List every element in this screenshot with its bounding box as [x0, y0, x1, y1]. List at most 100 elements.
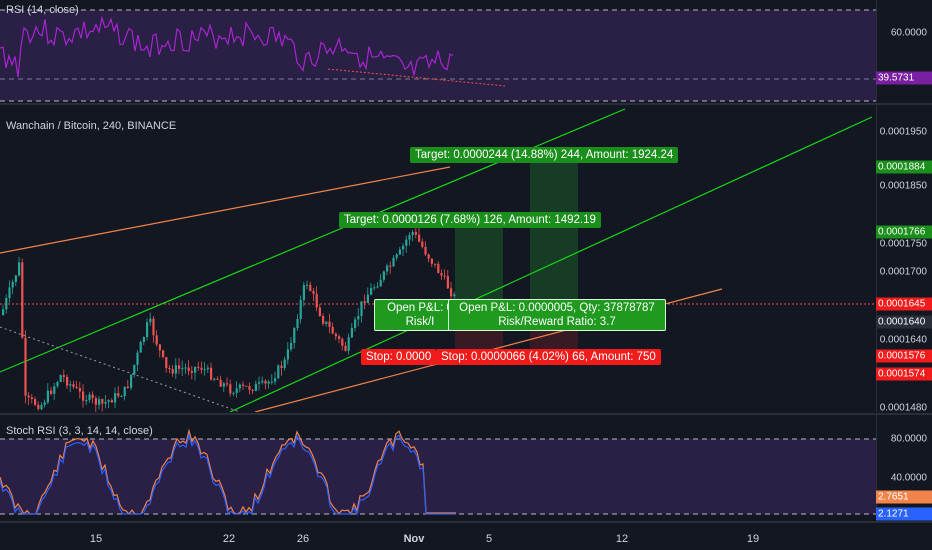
candle-body: [117, 393, 120, 397]
candle-body: [354, 319, 357, 328]
target-label-small[interactable]: Target: 0.0000126 (7.68%) 126, Amount: 1…: [339, 212, 601, 228]
pane-separator[interactable]: [0, 103, 932, 105]
candle-body: [149, 318, 152, 323]
candle-body: [206, 367, 209, 370]
candle-body: [98, 399, 101, 405]
main-price-axis[interactable]: 0.0001950 0.0001850 0.0001750 0.0001700 …: [876, 105, 932, 412]
candle-body: [50, 390, 53, 394]
price-badge-entry: 0.0001640: [876, 315, 932, 329]
candle-body: [379, 279, 382, 287]
price-axis-label: 0.0001750: [879, 238, 927, 250]
candle-body: [402, 245, 405, 250]
candle-body: [200, 367, 203, 370]
candle-body: [219, 379, 222, 387]
candle-body: [382, 271, 385, 280]
stop-label-large[interactable]: Stop: 0.0000066 (4.02%) 66, Amount: 750: [436, 349, 661, 365]
target-label-large[interactable]: Target: 0.0000244 (14.88%) 244, Amount: …: [410, 147, 679, 163]
pnl-large-line2: Risk/Reward Ratio: 3.7: [498, 316, 616, 328]
candle-body: [360, 301, 363, 316]
pnl-large-line1: Open P&L: 0.0000005, Qty: 37878787: [459, 302, 655, 314]
time-label: 15: [89, 533, 103, 545]
candle-body: [101, 399, 104, 404]
candle-body: [75, 386, 78, 388]
candle-body: [187, 367, 190, 371]
candle-body: [226, 383, 229, 385]
candle-body: [248, 386, 251, 390]
candle-body: [392, 257, 395, 267]
candle-body: [440, 273, 443, 276]
price-badge-target-high: 0.0001884: [876, 160, 932, 174]
candle-body: [184, 367, 187, 369]
candle-body: [277, 365, 280, 379]
candle-body: [254, 383, 257, 391]
time-label: 19: [746, 533, 760, 545]
time-label: 26: [296, 533, 310, 545]
price-axis-label: 0.0001640: [879, 334, 927, 346]
candle-body: [43, 402, 46, 405]
candle-body: [299, 299, 302, 320]
candle-body: [123, 386, 126, 397]
candle-body: [91, 394, 94, 398]
candle-body: [418, 234, 421, 242]
candle-body: [344, 345, 347, 351]
candle-body: [69, 384, 72, 386]
stoch-axis-label: 80.0000: [890, 433, 927, 445]
price-badge-current: 0.0001645: [876, 297, 932, 311]
candle-body: [34, 399, 37, 405]
candle-body: [386, 265, 389, 272]
candle-body: [274, 378, 277, 382]
candle-body: [82, 391, 85, 401]
rsi-pane[interactable]: RSI (14, close): [0, 0, 876, 102]
candle-body: [171, 369, 174, 374]
rsi-title: RSI (14, close): [6, 4, 79, 16]
candle-body: [267, 381, 270, 384]
stoch-k-badge: 2.7651: [876, 490, 932, 504]
candle-body: [338, 336, 341, 339]
candle-body: [46, 390, 49, 403]
pane-separator[interactable]: [0, 413, 932, 415]
candle-body: [5, 297, 8, 310]
candle-body: [229, 384, 232, 394]
candle-body: [110, 400, 113, 403]
candle-body: [85, 400, 88, 402]
candle-body: [258, 382, 261, 384]
stoch-rsi-pane[interactable]: Stoch RSI (3, 3, 14, 14, close): [0, 415, 876, 519]
candle-body: [130, 374, 133, 388]
pnl-small-line1: Open P&L: 0: [387, 302, 453, 314]
candle-body: [178, 365, 181, 369]
candle-body: [312, 290, 315, 294]
candle-body: [114, 393, 117, 403]
candle-body: [24, 337, 27, 396]
candle-body: [334, 333, 337, 337]
candle-body: [190, 370, 193, 373]
stop-label-small[interactable]: Stop: 0.0000: [361, 349, 437, 365]
candle-body: [366, 294, 369, 303]
candle-body: [40, 404, 43, 409]
candle-body: [8, 287, 11, 298]
candle-body: [238, 384, 241, 389]
candle-body: [421, 241, 424, 247]
candle-body: [398, 249, 401, 255]
candle-body: [162, 350, 165, 358]
candle-body: [411, 232, 414, 236]
candle-body: [245, 385, 248, 387]
candle-body: [194, 366, 197, 373]
candle-body: [56, 381, 59, 387]
pnl-box-large[interactable]: Open P&L: 0.0000005, Qty: 37878787 Risk/…: [448, 299, 666, 331]
price-axis-label: 0.0001950: [879, 126, 927, 138]
stoch-rsi-axis[interactable]: 80.0000 40.0000: [876, 415, 932, 519]
candle-body: [213, 378, 216, 380]
symbol-title: Wanchain / Bitcoin, 240, BINANCE: [6, 120, 177, 132]
main-price-pane[interactable]: Wanchain / Bitcoin, 240, BINANCE Target:…: [0, 105, 876, 412]
candle-body: [27, 395, 30, 398]
candle-body: [328, 321, 331, 327]
price-axis-label: 0.0001480: [879, 402, 927, 413]
candle-body: [309, 284, 312, 291]
stoch-rsi-chart: [0, 428, 876, 516]
time-axis[interactable]: [0, 523, 932, 550]
candle-body: [325, 321, 328, 324]
candle-body: [146, 322, 149, 338]
rsi-price-axis[interactable]: 60.0000: [876, 0, 932, 102]
candle-body: [174, 365, 177, 374]
candle-body: [296, 319, 299, 329]
